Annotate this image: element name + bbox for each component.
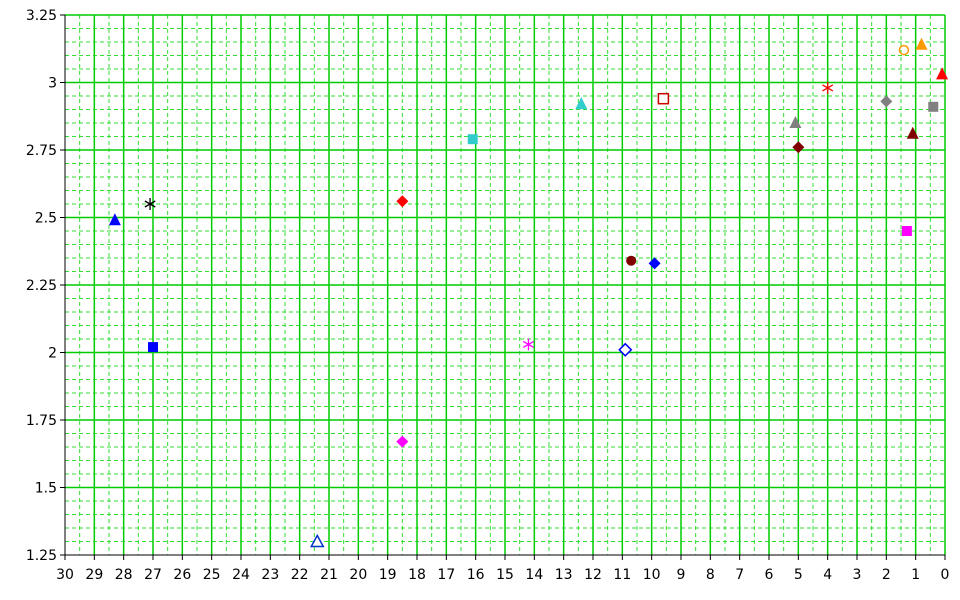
- data-points: [108, 37, 949, 548]
- x-tick-label: 13: [555, 567, 573, 583]
- major-grid: [65, 14, 946, 555]
- x-tick-label: 20: [349, 567, 367, 583]
- y-tick-label: 1.25: [26, 548, 57, 564]
- x-tick-label: 14: [525, 567, 543, 583]
- data-point: [148, 342, 158, 353]
- x-tick-label: 8: [706, 567, 715, 583]
- data-point: [898, 44, 910, 56]
- data-point: [880, 95, 893, 108]
- data-point: [522, 338, 534, 351]
- x-tick-label: 10: [643, 567, 661, 583]
- x-tick-label: 5: [794, 567, 803, 583]
- data-point: [575, 97, 588, 110]
- x-tick-label: 0: [941, 567, 950, 583]
- y-tick-label: 2: [48, 346, 57, 362]
- data-point: [310, 533, 325, 548]
- y-tick-label: 1.5: [35, 481, 57, 497]
- y-tick-label: 2.5: [35, 211, 57, 227]
- y-tick-label: 2.75: [26, 143, 57, 159]
- x-tick-label: 1: [911, 567, 920, 583]
- x-tick-label: 16: [467, 567, 485, 583]
- x-tick-label: 17: [437, 567, 455, 583]
- data-point: [626, 255, 637, 266]
- x-tick-label: 28: [115, 567, 133, 583]
- x-tick-label: 9: [677, 567, 686, 583]
- x-tick-label: 6: [765, 567, 774, 583]
- x-tick-label: 26: [173, 567, 191, 583]
- data-point: [657, 92, 670, 105]
- data-point: [928, 101, 939, 112]
- x-tick-label: 18: [408, 567, 426, 583]
- y-tick-label: 1.75: [26, 413, 57, 429]
- x-tick-label: 27: [144, 567, 162, 583]
- data-point: [396, 195, 409, 208]
- x-tick-label: 29: [85, 567, 103, 583]
- x-tick-label: 15: [496, 567, 514, 583]
- y-tick-marks: [60, 14, 65, 556]
- data-point: [144, 198, 156, 210]
- data-point: [792, 141, 805, 154]
- x-tick-labels: 30 29 28 27 26 25 24 23 22 21 20 19 18 17 16 15 14 13 12 11…: [56, 567, 949, 583]
- x-tick-label: 4: [823, 567, 832, 583]
- data-point: [936, 67, 949, 80]
- x-tick-label: 24: [232, 567, 250, 583]
- data-point: [396, 435, 409, 448]
- x-tick-label: 11: [613, 567, 631, 583]
- x-tick-label: 21: [320, 567, 338, 583]
- data-point: [648, 257, 661, 270]
- x-tick-marks: [64, 555, 946, 560]
- data-point: [467, 134, 478, 145]
- y-tick-labels: 3.25 3 2.75 2.5 2.25 2 1.75 1.5 1.25: [26, 8, 57, 564]
- x-tick-label: 7: [735, 567, 744, 583]
- data-point: [108, 213, 121, 226]
- data-point: [915, 37, 928, 50]
- x-tick-label: 30: [56, 567, 74, 583]
- data-point: [618, 342, 633, 357]
- y-tick-label: 2.25: [26, 278, 57, 294]
- x-tick-label: 2: [882, 567, 891, 583]
- x-tick-label: 22: [291, 567, 309, 583]
- y-tick-label: 3: [48, 76, 57, 92]
- data-point: [822, 81, 834, 94]
- y-tick-label: 3.25: [26, 8, 57, 24]
- x-tick-label: 25: [203, 567, 221, 583]
- data-point: [789, 116, 802, 128]
- x-tick-label: 19: [379, 567, 397, 583]
- data-point: [906, 126, 919, 139]
- x-tick-label: 23: [261, 567, 279, 583]
- x-tick-label: 3: [853, 567, 862, 583]
- data-point: [901, 226, 912, 236]
- x-tick-label: 12: [584, 567, 602, 583]
